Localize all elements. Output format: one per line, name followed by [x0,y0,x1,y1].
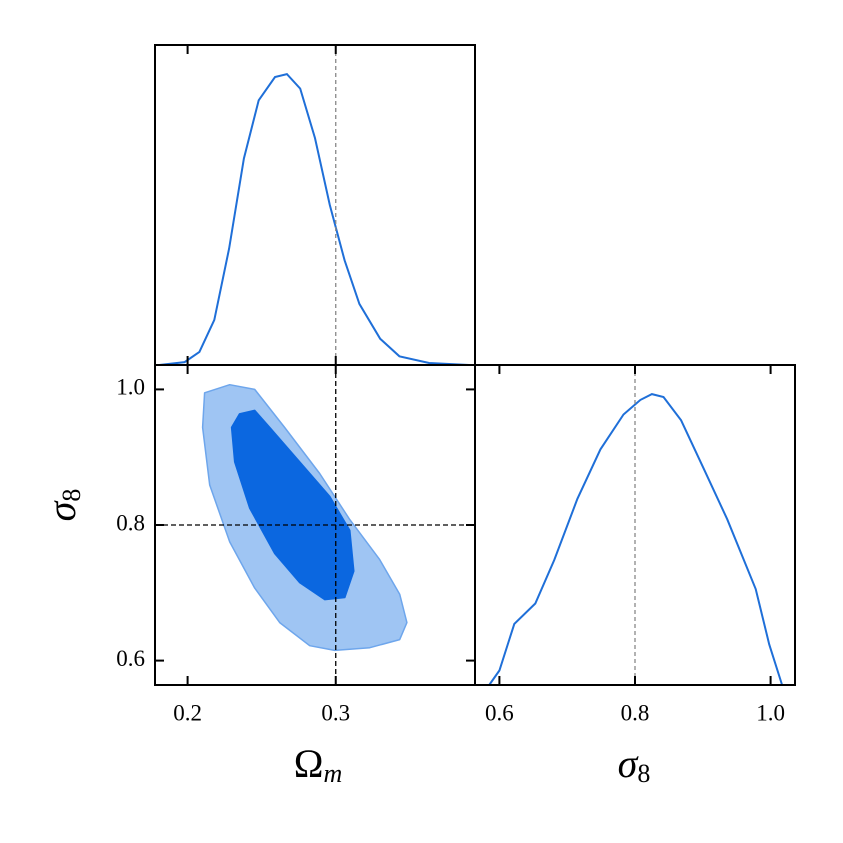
x-axis-label: σ8 [618,741,651,788]
x-axis-label: Ωm [294,741,343,788]
label-subscript: 8 [637,759,650,788]
x-tick-label: 0.6 [485,700,514,725]
label-symbol: σ [39,500,84,521]
label-subscript: m [323,759,342,788]
x-tick-label: 1.0 [756,700,785,725]
contour-region [230,409,355,601]
label-symbol: σ [618,741,639,786]
density-line [159,72,470,366]
label-symbol: Ω [294,741,324,786]
x-tick-label: 0.8 [621,700,650,725]
panel-frame [474,364,796,686]
panel-frame [154,44,476,366]
y-tick-label: 0.8 [116,510,145,535]
density-line [488,393,784,686]
x-tick-label: 0.3 [321,700,350,725]
y-tick-label: 1.0 [116,375,145,400]
x-tick-label: 0.2 [173,700,202,725]
y-axis-label: σ8 [39,489,86,522]
y-tick-label: 0.6 [116,646,145,671]
label-subscript: 8 [57,489,86,502]
